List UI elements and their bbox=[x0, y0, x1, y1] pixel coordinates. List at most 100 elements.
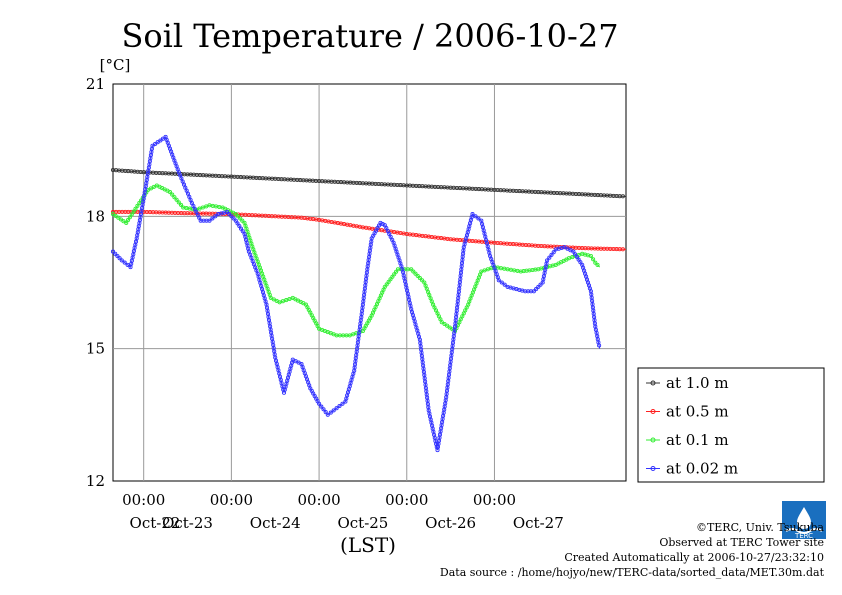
series-point bbox=[172, 195, 177, 200]
series-point bbox=[150, 143, 155, 148]
series-point bbox=[547, 255, 552, 260]
series-point bbox=[127, 215, 132, 220]
series-point bbox=[207, 218, 212, 223]
series-point bbox=[331, 408, 336, 413]
legend-label: at 1.0 m bbox=[666, 374, 729, 392]
y-tick-label: 12 bbox=[86, 472, 105, 490]
series-point bbox=[597, 343, 602, 348]
series-point bbox=[593, 260, 598, 265]
series-point bbox=[238, 216, 243, 221]
legend-marker bbox=[650, 437, 656, 443]
logo-text: TERC bbox=[794, 532, 813, 539]
series-point bbox=[496, 278, 501, 283]
series-point bbox=[411, 269, 416, 274]
series-point bbox=[194, 209, 199, 214]
series-point bbox=[576, 257, 581, 262]
x-date-label: Oct-22 bbox=[130, 514, 181, 532]
series-point bbox=[340, 401, 345, 406]
series-point bbox=[238, 226, 244, 231]
y-tick-label: 15 bbox=[86, 340, 105, 358]
series-point bbox=[417, 276, 422, 281]
grid-lines bbox=[113, 84, 626, 481]
legend: at 1.0 m at 0.5 m at 0.1 m at 0.02 m bbox=[637, 367, 825, 483]
series-point bbox=[174, 197, 179, 202]
series-point bbox=[439, 320, 444, 325]
series-point bbox=[246, 249, 251, 254]
series-point bbox=[473, 214, 478, 219]
series-point bbox=[110, 212, 116, 217]
series-point bbox=[110, 249, 116, 254]
series-point bbox=[538, 282, 543, 287]
chart-title: Soil Temperature / 2006-10-27 bbox=[121, 17, 618, 55]
source-text: Data source : /home/hojyo/new/TERC-data/… bbox=[439, 566, 824, 579]
series-point bbox=[620, 247, 625, 252]
series-point bbox=[254, 268, 259, 273]
series-point bbox=[249, 255, 254, 260]
series-point bbox=[384, 282, 389, 287]
copyright-text: ©TERC, Univ. Tsukuba bbox=[695, 521, 824, 534]
series-point bbox=[337, 403, 342, 409]
series-point bbox=[235, 214, 241, 219]
series-point bbox=[382, 284, 387, 289]
series-point bbox=[129, 212, 134, 217]
legend-label: at 0.5 m bbox=[666, 403, 729, 421]
series-point bbox=[325, 412, 330, 417]
series-point bbox=[133, 206, 138, 211]
legend-box bbox=[637, 367, 825, 483]
x-time-label: 00:00 bbox=[473, 491, 516, 509]
series-point bbox=[595, 262, 600, 267]
series-point bbox=[573, 252, 578, 257]
series-point bbox=[413, 271, 418, 276]
series-point bbox=[210, 216, 215, 221]
series-point bbox=[392, 272, 397, 277]
series-point bbox=[436, 314, 441, 319]
x-date-label: Oct-23 bbox=[162, 514, 213, 532]
series-point bbox=[499, 280, 504, 285]
series-point bbox=[268, 295, 273, 300]
series-point bbox=[321, 407, 326, 412]
y-unit-label: [°C] bbox=[100, 56, 131, 74]
series-point bbox=[334, 406, 339, 411]
series-point bbox=[328, 410, 333, 415]
series-point bbox=[565, 246, 570, 251]
series-point bbox=[620, 194, 625, 199]
series-point bbox=[224, 209, 230, 214]
series-point bbox=[135, 203, 140, 208]
series-point bbox=[235, 221, 240, 226]
series-point bbox=[447, 325, 452, 330]
x-date-label: Oct-26 bbox=[425, 514, 476, 532]
series-point bbox=[420, 278, 425, 283]
series-line-2 bbox=[112, 184, 601, 336]
series-point bbox=[536, 284, 541, 289]
series-point bbox=[113, 251, 118, 256]
series-point bbox=[167, 190, 173, 195]
series-point bbox=[240, 218, 245, 223]
series-point bbox=[388, 234, 393, 239]
series-point bbox=[131, 209, 136, 214]
series-point bbox=[178, 202, 184, 207]
series-point bbox=[502, 282, 507, 287]
series-point bbox=[317, 401, 322, 406]
x-time-label: 00:00 bbox=[210, 491, 253, 509]
series-point bbox=[125, 218, 131, 223]
series-point bbox=[113, 213, 118, 218]
series-point bbox=[458, 317, 463, 322]
x-time-label: 00:00 bbox=[122, 491, 165, 509]
footer: ©TERC, Univ. Tsukuba Observed at TERC To… bbox=[440, 520, 824, 580]
series-point bbox=[170, 192, 175, 197]
series-point bbox=[118, 217, 123, 222]
series-point bbox=[319, 404, 324, 409]
y-axis-ticks: 12 15 18 21 bbox=[86, 75, 105, 490]
series-point bbox=[124, 220, 129, 225]
series-point bbox=[122, 260, 127, 265]
created-text: Created Automatically at 2006-10-27/23:3… bbox=[564, 551, 824, 564]
series-line-3 bbox=[112, 136, 601, 451]
series-point bbox=[386, 279, 391, 284]
series-point bbox=[153, 141, 158, 147]
series-point bbox=[233, 212, 238, 217]
legend-marker bbox=[650, 409, 656, 414]
series-point bbox=[125, 262, 130, 267]
x-date-label: Oct-27 bbox=[513, 514, 564, 532]
